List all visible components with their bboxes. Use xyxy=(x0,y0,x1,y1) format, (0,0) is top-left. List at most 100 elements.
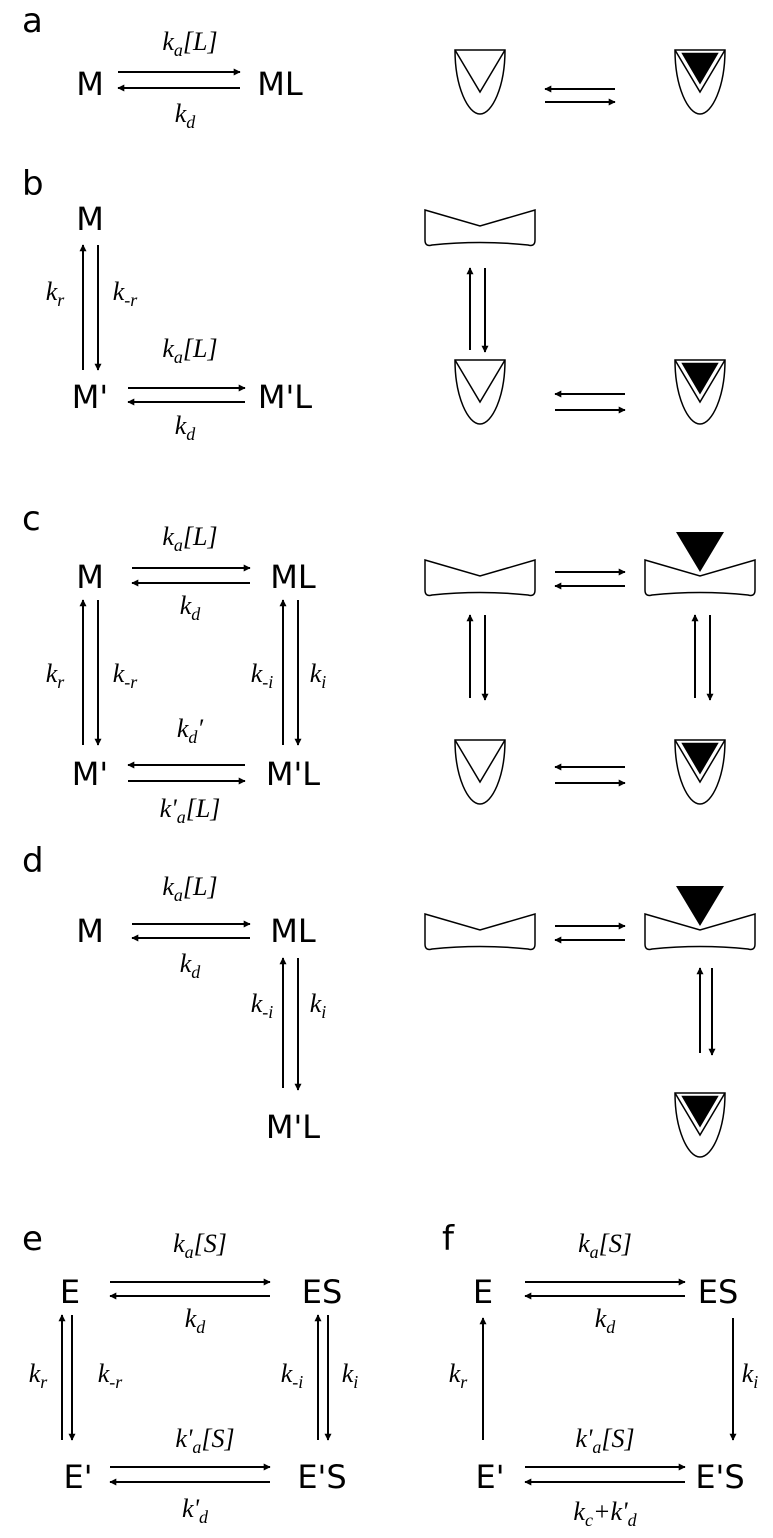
figure: aMMLka[L]kdbMM'M'Lkrk-rka[L]kdcMMLM'M'Lk… xyxy=(0,0,773,1538)
rate-part: a xyxy=(174,40,183,60)
rate-part: r xyxy=(57,672,65,692)
rate-constant: ka[L] xyxy=(162,334,217,367)
species-label: E'S xyxy=(695,1458,744,1496)
rate-constant: k'a[L] xyxy=(160,794,221,827)
rate-part: k xyxy=(251,659,263,688)
rate-constant: ki xyxy=(742,1359,759,1392)
rate-part: [L] xyxy=(186,794,221,823)
species-label: ML xyxy=(270,558,316,596)
rate-constant: kd xyxy=(180,591,202,624)
closed-conformation xyxy=(455,360,505,424)
rate-part: d xyxy=(628,1510,638,1530)
species-label: ML xyxy=(257,65,303,103)
rate-part: r xyxy=(57,290,65,310)
rate-part: r xyxy=(460,1372,468,1392)
rate-part: [L] xyxy=(183,27,218,56)
panel-label: e xyxy=(22,1219,43,1259)
rate-part: a xyxy=(174,885,183,905)
panel: bMM'M'Lkrk-rka[L]kd xyxy=(22,164,725,444)
rate-constant: kr xyxy=(449,1359,469,1392)
rate-part: k xyxy=(180,591,192,620)
panel-label: c xyxy=(22,499,41,539)
species-label: M xyxy=(76,200,104,238)
species-label: E xyxy=(60,1273,80,1311)
rate-part: k xyxy=(185,1304,197,1333)
rate-part: d xyxy=(191,962,201,982)
species-label: M' xyxy=(72,755,108,793)
rate-part: d xyxy=(199,1507,209,1527)
rate-part: -r xyxy=(124,672,138,692)
rate-part: k xyxy=(29,1359,41,1388)
rate-part: k xyxy=(162,522,174,551)
rate-part: i xyxy=(321,672,326,692)
rate-constant: ki xyxy=(342,1359,359,1392)
rate-constant: kc+k'd xyxy=(573,1497,637,1530)
species-label: E xyxy=(473,1273,493,1311)
rate-part: [S] xyxy=(601,1424,634,1453)
page: html, body { margin: 0; padding: 0; back… xyxy=(0,0,773,1538)
rate-constant: kd xyxy=(180,949,202,982)
species-label: M xyxy=(76,65,104,103)
rate-constant: kr xyxy=(46,659,66,692)
rate-part: k xyxy=(449,1359,461,1388)
closed-conformation xyxy=(455,740,505,804)
rate-part: a xyxy=(592,1437,601,1457)
open-conformation xyxy=(425,914,535,949)
body: {"panels": [ {"label": "a", "nodes": ["M… xyxy=(0,0,773,1538)
rate-part: k xyxy=(742,1359,754,1388)
rate-constant: k-i xyxy=(251,989,274,1022)
rate-part: k xyxy=(46,659,58,688)
rate-part: i xyxy=(321,1002,326,1022)
rate-part: k' xyxy=(575,1424,593,1453)
rate-part: k xyxy=(175,99,187,128)
panel-label: b xyxy=(22,164,44,204)
closed-bound-conformation xyxy=(675,50,725,114)
rate-constant: kd xyxy=(595,1304,617,1337)
rate-part: k xyxy=(162,872,174,901)
rate-part: -i xyxy=(262,672,273,692)
rate-part: i xyxy=(753,1372,758,1392)
rate-part: k xyxy=(180,949,192,978)
panel-label: f xyxy=(442,1219,455,1259)
rate-part: r xyxy=(40,1372,48,1392)
rate-part: k' xyxy=(175,1424,193,1453)
rate-part: d xyxy=(186,112,196,132)
closed-bound-conformation xyxy=(675,740,725,804)
rate-constant: kr xyxy=(29,1359,49,1392)
rate-part: [S] xyxy=(194,1229,227,1258)
ligand xyxy=(676,886,724,926)
species-label: E' xyxy=(63,1458,92,1496)
open-conformation xyxy=(425,560,535,595)
rate-constant: ki xyxy=(310,659,327,692)
rate-part: d xyxy=(196,1317,206,1337)
rate-part: [S] xyxy=(599,1229,632,1258)
rate-constant: kd xyxy=(175,411,197,444)
rate-constant: k-i xyxy=(251,659,274,692)
species-label: M'L xyxy=(266,755,320,793)
rate-constant: k'd xyxy=(182,1494,209,1527)
rate-constant: kd xyxy=(185,1304,207,1337)
rate-part: -i xyxy=(262,1002,273,1022)
rate-constant: ki xyxy=(310,989,327,1022)
rate-part: k xyxy=(310,659,322,688)
panel-label: a xyxy=(22,1,43,41)
rate-part: a xyxy=(185,1242,194,1262)
rate-part: d xyxy=(186,424,196,444)
rate-constant: kr xyxy=(46,277,66,310)
rate-part: k xyxy=(113,277,125,306)
rate-part: k xyxy=(595,1304,607,1333)
rate-part: -r xyxy=(124,290,138,310)
rate-part: k xyxy=(162,334,174,363)
rate-part: a xyxy=(174,535,183,555)
closed-bound-conformation xyxy=(675,1093,725,1157)
open-conformation xyxy=(425,210,535,245)
rate-part: +k' xyxy=(593,1497,628,1526)
closed-conformation xyxy=(455,50,505,114)
species-label: M'L xyxy=(266,1108,320,1146)
species-label: M xyxy=(76,558,104,596)
rate-part: d xyxy=(191,604,201,624)
cup-outer xyxy=(455,360,505,424)
rate-part: k xyxy=(251,989,263,1018)
rate-part: k xyxy=(113,659,125,688)
rate-constant: k'a[S] xyxy=(575,1424,634,1457)
